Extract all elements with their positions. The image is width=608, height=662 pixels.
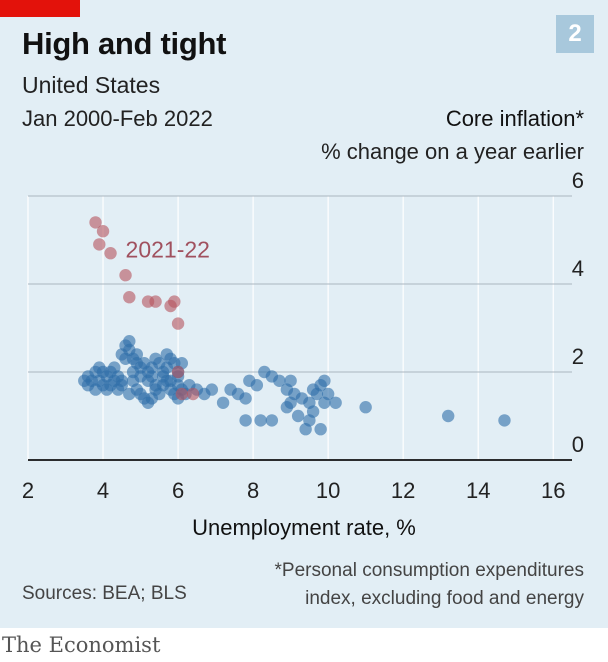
data-point-2000-2020 <box>318 374 331 387</box>
chart-panel <box>0 0 608 628</box>
chart-number-badge: 2 <box>556 15 594 53</box>
data-point-2000-2020 <box>284 374 297 387</box>
data-point-2000-2020 <box>314 423 327 436</box>
x-tick-label: 4 <box>97 478 109 503</box>
data-point-2000-2020 <box>254 414 267 427</box>
data-point-2000-2020 <box>498 414 511 427</box>
x-tick-label: 2 <box>22 478 34 503</box>
data-point-2000-2020 <box>130 348 143 361</box>
data-point-2021-22 <box>171 365 185 379</box>
y-axis-unit: % change on a year earlier <box>321 139 584 164</box>
data-point-2021-22 <box>168 295 181 308</box>
y-tick-label: 6 <box>572 168 584 193</box>
data-point-2021-22 <box>171 317 185 330</box>
chart-period: Jan 2000-Feb 2022 <box>22 106 213 131</box>
data-point-2000-2020 <box>126 365 140 379</box>
scatter-plot: 2 4 6 8 10 12 14 16 0 2 4 6 2021-22 <box>22 168 584 503</box>
y-tick-label: 2 <box>572 344 584 369</box>
annotation-2021-22: 2021-22 <box>126 237 210 263</box>
data-point-2021-22 <box>175 387 189 401</box>
data-point-2000-2020 <box>123 387 136 401</box>
data-point-2021-22 <box>149 295 162 308</box>
data-point-2000-2020 <box>299 423 312 436</box>
footnote-line-2: index, excluding food and energy <box>305 588 584 609</box>
data-point-2000-2020 <box>216 396 230 409</box>
data-point-2000-2020 <box>108 374 121 387</box>
data-point-2000-2020 <box>441 409 455 423</box>
data-point-2000-2020 <box>205 383 219 396</box>
data-point-2000-2020 <box>273 374 286 387</box>
data-point-2021-22 <box>104 247 117 260</box>
data-point-2021-22 <box>186 387 200 401</box>
y-axis-title: Core inflation* <box>445 106 584 131</box>
data-point-2000-2020 <box>239 414 252 427</box>
data-point-2000-2020 <box>123 335 136 348</box>
chart-title: High and tight <box>22 26 227 61</box>
brand-red-tab <box>0 0 80 17</box>
x-tick-label: 10 <box>316 478 340 503</box>
data-point-2000-2020 <box>160 348 174 361</box>
x-axis-label: Unemployment rate, % <box>192 515 416 540</box>
data-point-2000-2020 <box>89 383 102 396</box>
data-point-2000-2020 <box>250 379 264 392</box>
data-point-2021-22 <box>89 216 102 229</box>
data-point-2021-22 <box>93 238 106 251</box>
data-point-2021-22 <box>119 269 132 282</box>
footnote-line-1: *Personal consumption expenditures <box>274 560 584 581</box>
y-tick-label: 4 <box>572 256 584 281</box>
data-point-2000-2020 <box>239 392 252 405</box>
x-tick-label: 8 <box>247 478 259 503</box>
x-tick-label: 12 <box>391 478 415 503</box>
x-tick-label: 6 <box>172 478 184 503</box>
sources: Sources: BEA; BLS <box>22 583 187 604</box>
data-point-2021-22 <box>96 225 110 238</box>
data-point-2000-2020 <box>318 396 331 409</box>
x-tick-label: 14 <box>466 478 490 503</box>
y-tick-label: 0 <box>572 432 584 457</box>
data-point-2021-22 <box>123 291 136 304</box>
data-point-2000-2020 <box>359 401 372 414</box>
x-tick-label: 16 <box>541 478 565 503</box>
data-point-2000-2020 <box>284 396 297 409</box>
chart-subtitle: United States <box>22 72 161 98</box>
brand-logo: The Economist <box>2 633 161 657</box>
data-point-2000-2020 <box>145 370 159 383</box>
data-point-2000-2020 <box>329 396 342 409</box>
footnote: *Personal consumption expenditures index… <box>244 557 584 613</box>
data-point-2000-2020 <box>291 409 305 423</box>
data-point-2000-2020 <box>265 414 279 427</box>
